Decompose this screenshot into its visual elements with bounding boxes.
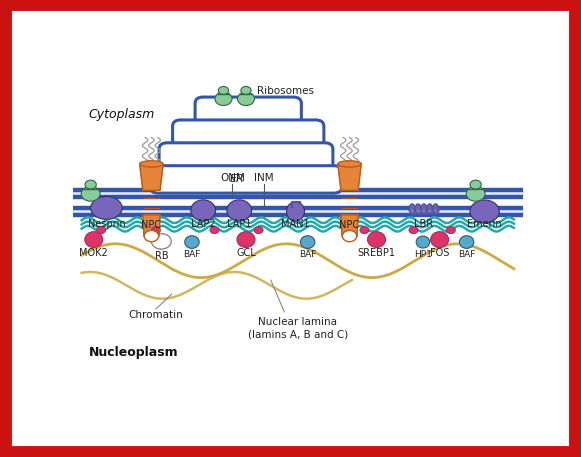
Circle shape [360,227,369,234]
Circle shape [81,186,100,201]
FancyBboxPatch shape [159,143,333,170]
Ellipse shape [227,200,252,221]
Polygon shape [143,215,160,236]
Text: LAP2: LAP2 [191,219,216,229]
Text: BAF: BAF [183,250,200,260]
Ellipse shape [416,236,430,248]
Ellipse shape [470,200,499,223]
Circle shape [470,180,481,189]
Text: Cytoplasm: Cytoplasm [88,108,155,121]
Circle shape [85,180,96,189]
Circle shape [218,86,228,95]
Text: Nesprin: Nesprin [88,219,125,229]
Circle shape [409,227,418,234]
Ellipse shape [431,232,449,248]
Text: HP1: HP1 [414,250,432,259]
Polygon shape [139,164,163,190]
Circle shape [241,86,251,95]
FancyBboxPatch shape [195,97,302,124]
Text: MOK2: MOK2 [80,248,108,258]
Text: BAF: BAF [458,250,475,260]
Text: GCL: GCL [236,248,256,258]
Ellipse shape [185,236,199,249]
Text: ONM: ONM [220,173,245,183]
Text: NPC: NPC [339,220,360,230]
Circle shape [210,227,219,234]
FancyBboxPatch shape [173,120,324,148]
Ellipse shape [91,197,122,219]
Ellipse shape [368,232,386,248]
Text: BAF: BAF [299,250,317,260]
Circle shape [238,92,254,106]
Polygon shape [338,164,361,190]
Text: ER: ER [229,175,245,185]
Circle shape [446,227,456,234]
Circle shape [152,234,171,249]
Text: Nucleoplasm: Nucleoplasm [88,345,178,359]
Text: Ribosomes: Ribosomes [257,86,314,96]
Ellipse shape [300,236,315,249]
Text: Nuclear lamina
(lamins A, B and C): Nuclear lamina (lamins A, B and C) [248,317,348,340]
FancyBboxPatch shape [150,166,342,193]
Polygon shape [341,215,358,236]
Circle shape [466,186,485,201]
Ellipse shape [139,161,163,167]
Ellipse shape [85,232,103,248]
Circle shape [96,227,106,234]
Text: RB: RB [155,251,168,261]
Circle shape [342,230,357,242]
Ellipse shape [460,236,474,249]
Text: LAP1: LAP1 [227,219,252,229]
Text: MAN1: MAN1 [281,219,310,229]
Text: LBR: LBR [414,219,433,229]
Circle shape [144,230,159,242]
Circle shape [152,227,160,234]
Text: INM: INM [254,173,274,183]
Text: Chromatin: Chromatin [128,310,183,320]
Circle shape [254,227,263,234]
Text: NPC: NPC [141,220,162,230]
Text: FOS: FOS [430,248,449,258]
Ellipse shape [338,161,361,167]
Text: SREBP1: SREBP1 [357,248,396,258]
Text: Emerin: Emerin [467,219,502,229]
Ellipse shape [237,232,255,248]
Circle shape [215,92,232,106]
Ellipse shape [286,202,304,221]
Ellipse shape [191,200,216,221]
